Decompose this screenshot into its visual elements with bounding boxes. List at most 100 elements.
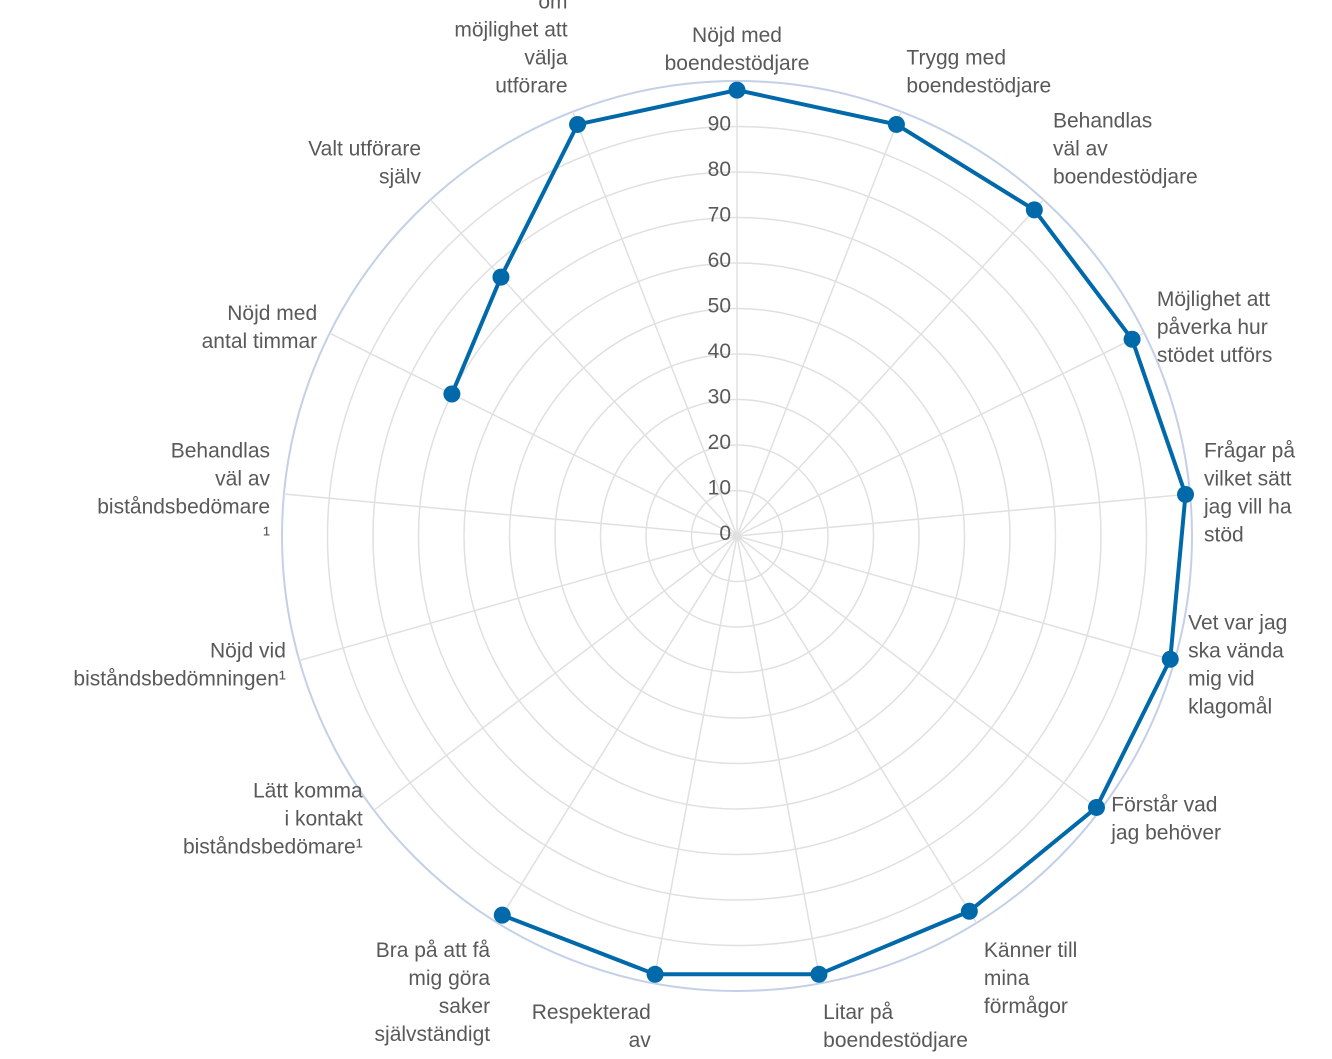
series-line-segment (735, 88, 899, 127)
category-label: Vet var jag ska vända mig vid klagomål (1188, 611, 1287, 718)
category-label-line: klagomål (1188, 695, 1272, 718)
grid-spoke (283, 493, 738, 537)
category-label-line: utförare (495, 75, 567, 98)
tick-label: 40 (708, 340, 731, 363)
grid-spoke (736, 535, 1175, 662)
grid-spoke (736, 111, 903, 537)
tick-label-layer: 0 10 20 30 40 50 60 70 80 90 (708, 113, 731, 546)
data-point (443, 385, 461, 403)
category-label-line: biståndsbedömare (97, 496, 270, 519)
category-label-line: i kontakt (285, 808, 363, 831)
category-label-line: stöd (1204, 524, 1244, 547)
tick-label: 90 (708, 113, 731, 136)
category-label: Valt utförare själv (308, 137, 421, 188)
data-point (1025, 201, 1043, 219)
category-label-line: antal timmar (202, 330, 318, 353)
category-label-line: mig göra (408, 967, 490, 990)
grid-spoke (736, 493, 1191, 537)
series-line-segment (1130, 337, 1188, 497)
category-label-line: väl av (215, 468, 270, 491)
category-label-line: väl av (1053, 137, 1108, 160)
category-label-line: vilket sätt (1204, 468, 1292, 491)
data-point (728, 81, 746, 99)
category-label-line: boendestödjare (1053, 165, 1198, 188)
category-label-layer: Nöjd med boendestödjare Trygg med boendestö… (73, 0, 1295, 1059)
grid-spoke (736, 199, 1045, 537)
grid-spoke (736, 535, 1101, 811)
category-label: Behandlas väl av boendestödjare (1053, 109, 1198, 188)
tick-label: 30 (708, 386, 731, 409)
category-label-line: Behandlas (171, 440, 270, 463)
category-label-line: ska vända (1188, 639, 1284, 662)
category-label-line: boendestödjare (823, 1029, 968, 1052)
category-label-line: boendestödjare (665, 52, 810, 75)
category-label: Respekterad av boendestödjare (506, 1001, 651, 1059)
tick-label: 50 (708, 295, 731, 318)
category-label-line: jag behöver (1110, 822, 1221, 845)
series-line-segment (500, 913, 658, 977)
category-label: Lätt komma i kontakt biståndsbedömare¹ (183, 780, 363, 859)
category-label: Behandlas väl av biståndsbedömare ¹ (97, 440, 270, 547)
data-point (492, 268, 510, 286)
grid-spoke (652, 535, 738, 984)
data-point (1123, 330, 1141, 348)
category-label: Känner till mina förmågor (984, 939, 1077, 1018)
series-line-segment (1032, 207, 1135, 342)
category-label: Bra på att få mig göra saker självständigt (375, 939, 491, 1046)
tick-label: 70 (708, 204, 731, 227)
data-point (493, 906, 511, 924)
category-label-line: om (538, 0, 567, 14)
tick-label: 20 (708, 431, 731, 454)
grid-spoke (329, 332, 738, 537)
grid-spoke (736, 332, 1145, 537)
category-label-line: Behandlas (1053, 109, 1152, 132)
series-line-segment (575, 88, 739, 127)
grid-spoke (429, 199, 738, 537)
data-point (1161, 650, 1179, 668)
category-label-line: boendestödjare (506, 1057, 651, 1059)
category-label-line: Känner till (984, 939, 1077, 962)
category-label-line: Frågar på (1204, 440, 1295, 463)
category-label-line: Nöjd med (227, 302, 317, 325)
category-label-line: biståndsbedömningen¹ (73, 667, 285, 690)
category-label-line: saker (439, 995, 490, 1018)
category-label-line: biståndsbedömare¹ (183, 836, 363, 859)
category-label-line: själv (379, 165, 422, 188)
category-label-line: Respekterad (532, 1001, 651, 1024)
category-label-line: Bra på att få (376, 939, 491, 962)
category-label-line: Lätt komma (253, 780, 363, 803)
category-label-line: Valt utförare (308, 137, 421, 160)
data-point (887, 115, 905, 133)
series-line-segment (498, 122, 580, 280)
data-point (646, 965, 664, 983)
tick-label: 60 (708, 249, 731, 272)
category-label-line: mig vid (1188, 667, 1255, 690)
series-line-segment (1094, 657, 1173, 810)
grid-spoke (571, 111, 738, 537)
category-label-line: jag vill ha (1203, 496, 1292, 519)
grid-spoke (373, 535, 738, 811)
data-point (1177, 485, 1195, 503)
category-label-line: mina (984, 967, 1030, 990)
data-point (810, 965, 828, 983)
category-label-line: Trygg med (906, 47, 1006, 70)
category-label-line: av (629, 1029, 652, 1052)
category-label: Förstår vad jag behöver (1110, 794, 1221, 845)
category-label-line: Nöjd vid (210, 639, 286, 662)
series-line-segment (449, 275, 503, 397)
category-label-line: ¹ (263, 524, 270, 547)
tick-label: 80 (708, 158, 731, 181)
grid-spoke (736, 535, 978, 924)
grid-spoke (299, 535, 738, 662)
grid-layer (281, 80, 1193, 992)
tick-label: 10 (708, 477, 731, 500)
category-label-line: boendestödjare (906, 75, 1051, 98)
category-label-line: förmågor (984, 995, 1068, 1018)
series-line-segment (1168, 492, 1188, 662)
category-label: Frågar på vilket sätt jag vill ha stöd (1203, 440, 1295, 547)
data-point (960, 902, 978, 920)
category-label-line: möjlighet att (454, 19, 567, 42)
